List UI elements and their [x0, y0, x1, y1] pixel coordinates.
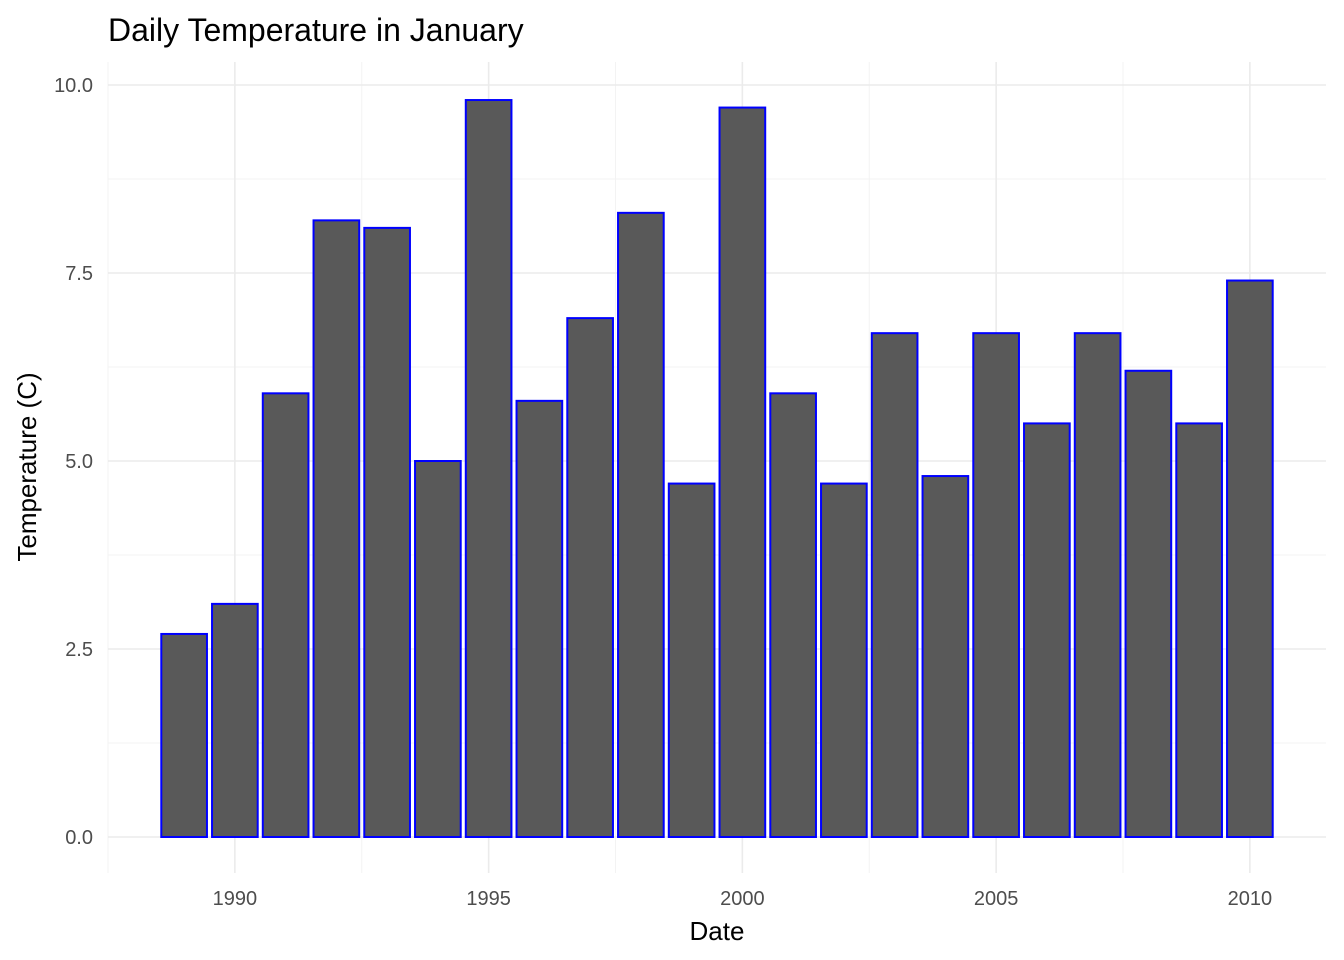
bar-2001 — [769, 392, 817, 838]
bar-1997 — [566, 317, 614, 838]
bar-1990 — [211, 602, 259, 838]
bars — [160, 99, 1274, 839]
chart-title: Daily Temperature in January — [108, 12, 524, 48]
y-tick-label: 5.0 — [65, 451, 93, 473]
bar-1998 — [617, 211, 665, 838]
bar-1999 — [667, 482, 716, 838]
bar-2004 — [921, 475, 970, 838]
x-axis-title: Date — [690, 916, 745, 946]
bar-1992 — [312, 219, 361, 839]
bar-2006 — [1023, 422, 1071, 838]
y-tick-label: 0.0 — [65, 827, 93, 849]
bar-1993 — [363, 226, 411, 838]
bar-1994 — [414, 460, 462, 838]
bar-1991 — [261, 392, 310, 838]
bar-2005 — [972, 332, 1020, 838]
bar-2009 — [1175, 422, 1223, 838]
y-tick-label: 10.0 — [54, 75, 93, 97]
x-tick-label: 2010 — [1228, 888, 1273, 910]
bar-1996 — [515, 399, 564, 838]
bar-2007 — [1073, 332, 1122, 838]
x-tick-label: 1990 — [213, 888, 258, 910]
x-tick-label: 2005 — [974, 888, 1019, 910]
bar-2010 — [1226, 279, 1274, 838]
y-axis-ticks: 0.0 2.5 5.0 7.5 10.0 — [54, 75, 93, 849]
x-tick-label: 2000 — [720, 888, 765, 910]
bar-1989 — [160, 632, 208, 839]
bar-2003 — [870, 332, 919, 838]
bar-2008 — [1124, 369, 1173, 838]
x-tick-label: 1995 — [466, 888, 511, 910]
bar-2000 — [718, 106, 767, 838]
y-tick-label: 2.5 — [65, 639, 93, 661]
y-axis-title: Temperature (C) — [12, 372, 42, 561]
bar-1995 — [464, 99, 513, 839]
x-axis-ticks: 1990 1995 2000 2005 2010 — [213, 888, 1273, 910]
y-tick-label: 7.5 — [65, 263, 93, 285]
bar-2002 — [820, 482, 868, 838]
